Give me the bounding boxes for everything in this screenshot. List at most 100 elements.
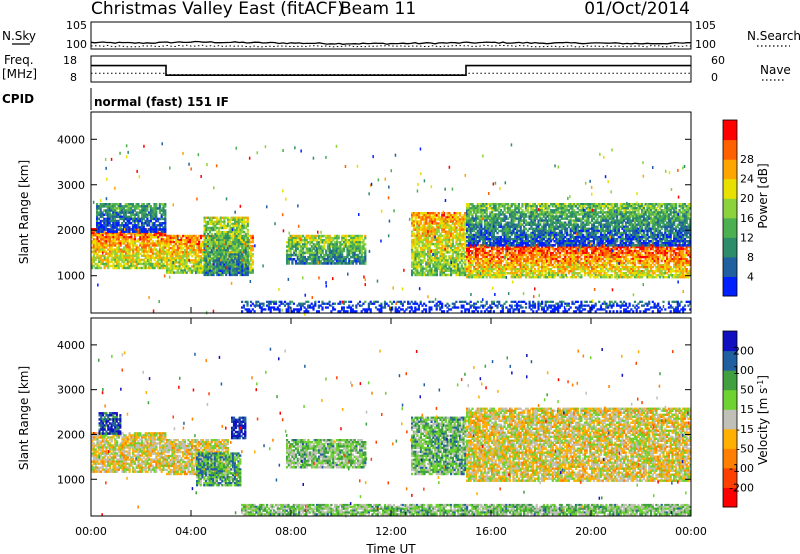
- echo-cell: [139, 260, 142, 264]
- echo-cell: [314, 243, 317, 246]
- echo-cell: [237, 259, 240, 262]
- echo-cell: [164, 260, 167, 264]
- echo-cell: [314, 260, 317, 263]
- echo-cell: [149, 226, 152, 229]
- echo-cell: [142, 213, 145, 216]
- echo-cell: [532, 247, 535, 251]
- echo-cell: [135, 252, 138, 255]
- echo-cell: [416, 224, 419, 227]
- echo-cell: [210, 253, 213, 256]
- echo-cell: [148, 205, 151, 208]
- echo-cell: [132, 244, 135, 247]
- echo-cell: [476, 259, 479, 263]
- echo-cell: [203, 230, 206, 234]
- echo-cell: [412, 238, 415, 242]
- echo-cell: [557, 272, 560, 275]
- echo-cell: [171, 240, 174, 244]
- echo-cell: [339, 249, 342, 253]
- echo-cell: [537, 259, 540, 263]
- echo-cell: [241, 273, 244, 277]
- echo-cell: [244, 257, 248, 260]
- echo-cell: [501, 272, 504, 275]
- echo-cell: [362, 255, 365, 259]
- echo-cell: [458, 222, 462, 225]
- echo-cell: [155, 213, 158, 216]
- echo-cell: [364, 255, 367, 259]
- echo-cell: [364, 243, 367, 246]
- echo-cell: [212, 265, 215, 268]
- echo-cell: [557, 274, 560, 277]
- echo-cell: [530, 263, 533, 267]
- echo-cell: [442, 257, 446, 260]
- echo-cell: [126, 242, 129, 245]
- echo-cell: [319, 255, 322, 259]
- echo-cell: [574, 251, 578, 255]
- echo-cell: [234, 237, 237, 240]
- echo-cell: [599, 276, 603, 279]
- echo-cell: [316, 262, 319, 265]
- echo-cell: [194, 253, 197, 256]
- echo-cell: [205, 257, 208, 260]
- echo-cell: [441, 255, 444, 258]
- echo-cell: [110, 260, 113, 264]
- echo-cell: [555, 259, 558, 263]
- echo-cell: [510, 249, 513, 253]
- echo-cell: [128, 215, 131, 219]
- echo-cell: [414, 214, 417, 217]
- echo-cell: [300, 236, 303, 240]
- echo-cell: [207, 234, 210, 238]
- echo-cell: [339, 247, 342, 250]
- echo-cell: [448, 228, 451, 231]
- echo-cell: [571, 261, 574, 265]
- echo-cell: [450, 220, 453, 223]
- echo-cell: [146, 209, 149, 212]
- echo-cell: [427, 226, 430, 229]
- echo-cell: [208, 261, 212, 264]
- echo-cell: [162, 246, 165, 249]
- echo-cell: [226, 247, 230, 250]
- echo-cell: [160, 264, 163, 268]
- echo-cell: [453, 271, 456, 275]
- echo-cell: [574, 272, 578, 275]
- echo-cell: [208, 247, 212, 250]
- echo-cell: [446, 220, 449, 223]
- echo-cell: [117, 228, 120, 231]
- echo-cell: [149, 246, 153, 249]
- echo-cell: [239, 253, 242, 256]
- echo-cell: [521, 272, 524, 275]
- echo-cell: [348, 253, 351, 257]
- echo-cell: [423, 218, 426, 221]
- echo-cell: [546, 251, 549, 255]
- echo-cell: [144, 248, 147, 251]
- echo-cell: [578, 249, 581, 253]
- echo-cell: [131, 228, 135, 231]
- echo-cell: [101, 213, 104, 216]
- echo-cell: [207, 259, 210, 262]
- echo-cell: [196, 242, 199, 246]
- echo-cell: [414, 242, 417, 246]
- echo-cell: [286, 255, 289, 259]
- echo-cell: [112, 242, 115, 245]
- echo-cell: [94, 238, 97, 241]
- echo-cell: [124, 240, 128, 243]
- echo-cell: [171, 257, 174, 260]
- echo-cell: [351, 249, 354, 253]
- echo-cell: [223, 261, 226, 264]
- echo-cell: [612, 245, 615, 249]
- echo-cell: [421, 253, 424, 256]
- echo-cell: [232, 237, 235, 240]
- echo-cell: [455, 220, 458, 223]
- echo-cell: [302, 239, 305, 242]
- echo-cell: [432, 259, 435, 262]
- echo-cell: [466, 245, 469, 249]
- echo-cell: [519, 245, 522, 249]
- echo-cell: [158, 246, 162, 249]
- echo-cell: [223, 269, 226, 272]
- echo-cell: [249, 236, 253, 240]
- echo-cell: [587, 251, 590, 255]
- echo-cell: [91, 240, 94, 243]
- echo-cell: [101, 230, 104, 233]
- echo-cell: [221, 230, 224, 234]
- echo-cell: [492, 257, 495, 261]
- echo-cell: [418, 259, 421, 262]
